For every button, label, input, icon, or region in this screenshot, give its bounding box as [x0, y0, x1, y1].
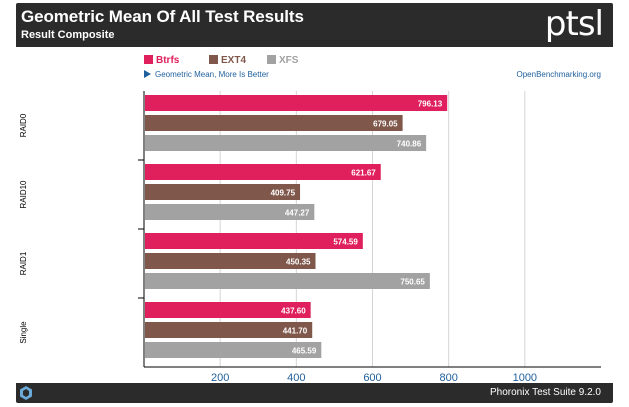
legend-label-btrfs: Btrfs	[156, 55, 180, 66]
x-tick-label: 200	[211, 372, 229, 383]
value-label-ext4-raid10: 409.75	[271, 189, 296, 198]
bar-xfs-raid1	[145, 273, 430, 289]
x-tick-label: 1000	[513, 372, 537, 383]
chart-title: Geometric Mean Of All Test Results	[21, 7, 304, 26]
bar-ext4-single	[145, 322, 313, 338]
category-label-raid1: RAID1	[19, 251, 28, 275]
value-label-btrfs-single: 437.60	[281, 307, 306, 316]
value-label-xfs-raid1: 750.65	[400, 278, 425, 287]
legend-swatch-xfs	[267, 55, 276, 64]
more-is-better-arrow-icon	[144, 70, 151, 78]
value-label-btrfs-raid0: 796.13	[418, 100, 443, 109]
legend-swatch-btrfs	[144, 55, 153, 64]
x-tick-label: 800	[439, 372, 457, 383]
value-label-ext4-raid0: 679.05	[373, 120, 398, 129]
bar-xfs-raid0	[145, 135, 427, 151]
footer-version: Phoronix Test Suite 9.2.0	[490, 387, 601, 398]
chart-footer: Phoronix Test Suite 9.2.0	[16, 383, 613, 403]
bar-xfs-single	[145, 342, 322, 358]
category-label-raid0: RAID0	[19, 113, 28, 137]
bar-btrfs-raid0	[145, 95, 448, 111]
value-label-btrfs-raid1: 574.59	[333, 238, 358, 247]
watermark: OpenBenchmarking.org	[517, 70, 602, 79]
value-label-xfs-single: 465.59	[292, 347, 317, 356]
bar-btrfs-single	[145, 302, 311, 318]
chart-frame: Geometric Mean Of All Test Results Resul…	[16, 3, 613, 403]
category-label-single: Single	[19, 321, 28, 344]
x-tick-label: 400	[287, 372, 305, 383]
bar-xfs-raid10	[145, 204, 315, 220]
bar-btrfs-raid1	[145, 233, 363, 249]
x-tick-label: 600	[363, 372, 381, 383]
bar-chart: Btrfs EXT4 XFS Geometric Mean, More Is Bett…	[19, 55, 602, 384]
value-label-ext4-single: 441.70	[283, 327, 308, 336]
bar-btrfs-raid10	[145, 164, 381, 180]
pts-logo-icon: ptsl	[544, 4, 604, 44]
value-label-xfs-raid10: 447.27	[285, 209, 310, 218]
legend-swatch-ext4	[209, 55, 218, 64]
phoronix-badge-icon	[20, 386, 32, 400]
chart-note: Geometric Mean, More Is Better	[155, 70, 269, 79]
legend-label-ext4: EXT4	[221, 55, 246, 66]
legend-label-xfs: XFS	[279, 55, 299, 66]
bar-ext4-raid10	[145, 184, 301, 200]
value-label-ext4-raid1: 450.35	[286, 258, 311, 267]
category-label-raid10: RAID10	[19, 180, 28, 209]
value-label-btrfs-raid10: 621.67	[351, 169, 376, 178]
plot-area: Btrfs EXT4 XFS Geometric Mean, More Is Bett…	[16, 47, 613, 384]
value-label-xfs-raid0: 740.86	[397, 140, 422, 149]
chart-header: Geometric Mean Of All Test Results Resul…	[16, 3, 613, 47]
bar-ext4-raid0	[145, 115, 403, 131]
chart-subtitle: Result Composite	[21, 29, 115, 41]
bar-ext4-raid1	[145, 253, 316, 269]
